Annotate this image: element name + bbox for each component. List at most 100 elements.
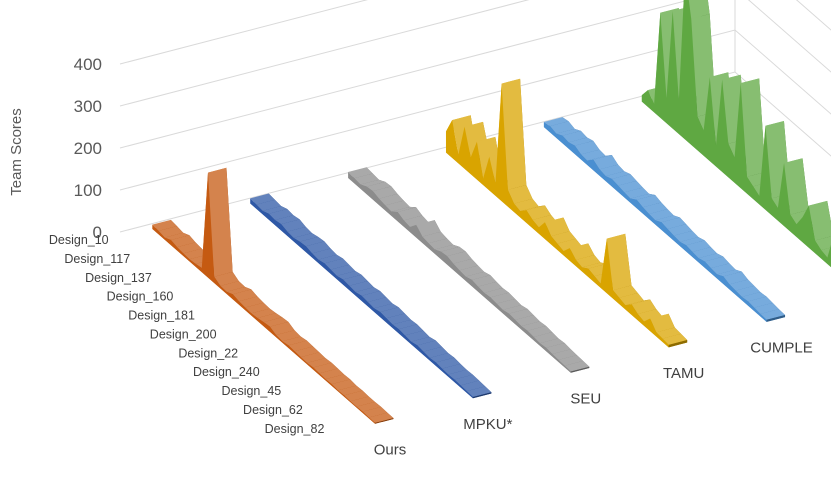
series-top-segment xyxy=(686,240,711,252)
series-top-segment xyxy=(710,263,736,275)
series-top-segment xyxy=(276,330,301,342)
series-top-segment xyxy=(330,264,356,276)
series-top-segment xyxy=(496,298,522,310)
series-end-cap xyxy=(766,314,786,322)
z-tick-label: 0 xyxy=(93,223,102,242)
series-CUMP xyxy=(641,0,831,268)
series-top-segment xyxy=(238,296,264,308)
series-end-cap xyxy=(570,366,590,373)
series-top-segment xyxy=(490,292,516,304)
gridline-300 xyxy=(119,0,831,107)
series-top-segment xyxy=(411,336,436,346)
series-top-segment xyxy=(366,181,392,192)
series-layer xyxy=(152,0,831,424)
series-top-segment xyxy=(521,321,546,331)
series-top-segment xyxy=(631,299,657,314)
series-top-segment xyxy=(667,224,693,236)
series-CUMPLE xyxy=(543,117,786,322)
series-top-segment xyxy=(649,209,674,221)
series-top-segment xyxy=(281,219,306,232)
series-top-segment xyxy=(288,340,314,352)
series-top-segment xyxy=(214,271,239,286)
series-top-segment xyxy=(478,281,503,293)
series-top-segment xyxy=(263,317,289,327)
series-top-segment xyxy=(183,248,208,260)
series-top-segment xyxy=(250,193,275,205)
series-top-segment xyxy=(434,244,460,252)
series-end-cap xyxy=(472,392,492,399)
series-end-cap xyxy=(668,340,688,348)
z-tick-label: 100 xyxy=(74,181,102,200)
series-top-segment xyxy=(808,200,831,241)
design-label: Design_45 xyxy=(221,384,281,398)
series-top-segment xyxy=(748,296,773,308)
series-top-segment xyxy=(551,231,576,244)
series-top-segment xyxy=(599,164,625,177)
series-top-segment xyxy=(636,194,662,208)
series-top-segment xyxy=(386,313,411,325)
series-top-segment xyxy=(257,313,283,323)
series-top-segment xyxy=(232,289,258,302)
series-top-segment xyxy=(392,319,418,330)
series-top-segment xyxy=(440,246,466,257)
series-top-segment xyxy=(268,208,294,221)
series-top-segment xyxy=(814,236,831,251)
series-top-segment xyxy=(397,207,423,221)
series-front-face xyxy=(543,121,767,322)
series-top-segment xyxy=(287,226,312,238)
design-label: Design_181 xyxy=(128,309,195,323)
z-tick-label: 200 xyxy=(74,139,102,158)
series-top-segment xyxy=(360,179,386,187)
series-top-segment xyxy=(606,233,632,291)
team-label: TAMU xyxy=(663,365,704,382)
series-top-segment xyxy=(152,219,177,231)
series-top-segment xyxy=(422,231,447,244)
series-top-segment xyxy=(618,180,643,193)
series-top-segment xyxy=(662,333,688,345)
series-top-segment xyxy=(543,117,569,127)
series-top-segment xyxy=(582,262,607,269)
series-top-segment xyxy=(661,217,687,229)
series-top-segment xyxy=(502,305,528,314)
series-top-segment xyxy=(533,332,559,344)
series-top-segment xyxy=(398,324,424,336)
series-top-segment xyxy=(348,167,373,179)
grid-layer xyxy=(119,0,831,233)
gridline-400 xyxy=(119,0,368,65)
series-top-segment xyxy=(207,167,233,277)
series-top-segment xyxy=(416,220,441,237)
series-top-segment xyxy=(698,253,724,262)
series-top-segment xyxy=(514,198,539,212)
series-top-segment xyxy=(251,308,276,318)
series-top-segment xyxy=(269,321,295,336)
series-top-segment xyxy=(723,271,748,285)
series-top-segment xyxy=(362,406,388,418)
series-front-face xyxy=(445,83,669,348)
series-top-segment xyxy=(650,313,675,333)
design-labels: Design_10 Design_117 Design_137 Design_160 D… xyxy=(49,233,325,436)
design-label: Design_10 xyxy=(49,233,109,247)
series-top-segment xyxy=(343,274,368,286)
series-top-segment xyxy=(544,217,570,237)
series-front-face xyxy=(250,198,473,399)
series-front-face xyxy=(641,0,831,268)
design-label: Design_160 xyxy=(107,290,174,304)
series-top-segment xyxy=(435,357,461,369)
series-top-segment xyxy=(784,158,809,215)
series-top-segment xyxy=(274,215,300,225)
series-top-segment xyxy=(624,187,649,199)
series-top-segment xyxy=(325,374,351,385)
series-top-segment xyxy=(619,292,644,306)
series-top-segment xyxy=(558,355,584,366)
team-label: CUMPLE xyxy=(750,340,813,357)
series-MPKU* xyxy=(250,193,492,399)
series-top-segment xyxy=(605,171,631,179)
series-top-segment xyxy=(501,78,527,190)
series-top-segment xyxy=(324,258,350,270)
series-top-segment xyxy=(550,121,575,134)
series-top-segment xyxy=(170,235,196,248)
series-top-segment xyxy=(429,353,455,363)
series-TAMU xyxy=(445,78,688,348)
series-top-segment xyxy=(527,325,553,337)
